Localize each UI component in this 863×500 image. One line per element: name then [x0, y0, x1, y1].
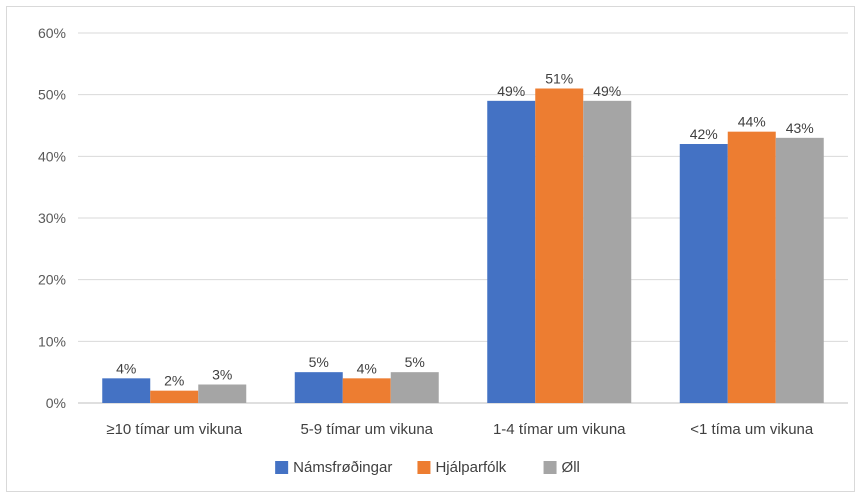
- data-label: 2%: [164, 373, 184, 389]
- bar: [775, 137, 824, 404]
- y-tick-label: 0%: [46, 395, 66, 411]
- bar: [198, 384, 247, 403]
- y-tick-label: 30%: [38, 210, 66, 226]
- data-label: 43%: [786, 120, 814, 136]
- data-label: 4%: [357, 360, 377, 376]
- legend-label: Øll: [562, 459, 580, 476]
- bar: [679, 144, 728, 403]
- category-label: ≥10 tímar um vikuna: [106, 421, 242, 438]
- bar: [102, 378, 151, 403]
- data-label: 49%: [497, 83, 525, 99]
- bar: [727, 131, 776, 403]
- data-label: 51%: [545, 71, 573, 87]
- legend-swatch: [543, 461, 557, 474]
- y-tick-label: 40%: [38, 148, 66, 164]
- category-label: 1-4 tímar um vikuna: [493, 421, 626, 438]
- bar: [390, 372, 439, 403]
- bar: [342, 378, 391, 403]
- data-label: 3%: [212, 367, 232, 383]
- y-tick-label: 60%: [38, 25, 66, 41]
- data-label: 44%: [738, 114, 766, 130]
- category-label: 5-9 tímar um vikuna: [300, 421, 433, 438]
- legend-label: Námsfrøðingar: [293, 459, 392, 476]
- data-label: 49%: [593, 83, 621, 99]
- legend-swatch: [417, 461, 431, 474]
- bar: [583, 100, 632, 403]
- data-label: 4%: [116, 360, 136, 376]
- y-tick-label: 20%: [38, 272, 66, 288]
- legend-swatch: [275, 461, 289, 474]
- data-label: 42%: [690, 126, 718, 142]
- bar: [535, 88, 584, 403]
- y-tick-label: 50%: [38, 87, 66, 103]
- category-label: <1 tíma um vikuna: [690, 421, 814, 438]
- data-label: 5%: [309, 354, 329, 370]
- bar: [150, 390, 199, 403]
- data-label: 5%: [405, 354, 425, 370]
- bar: [294, 372, 343, 403]
- bar: [487, 100, 536, 403]
- legend-label: Hjálparfólk: [435, 459, 506, 476]
- y-tick-label: 10%: [38, 333, 66, 349]
